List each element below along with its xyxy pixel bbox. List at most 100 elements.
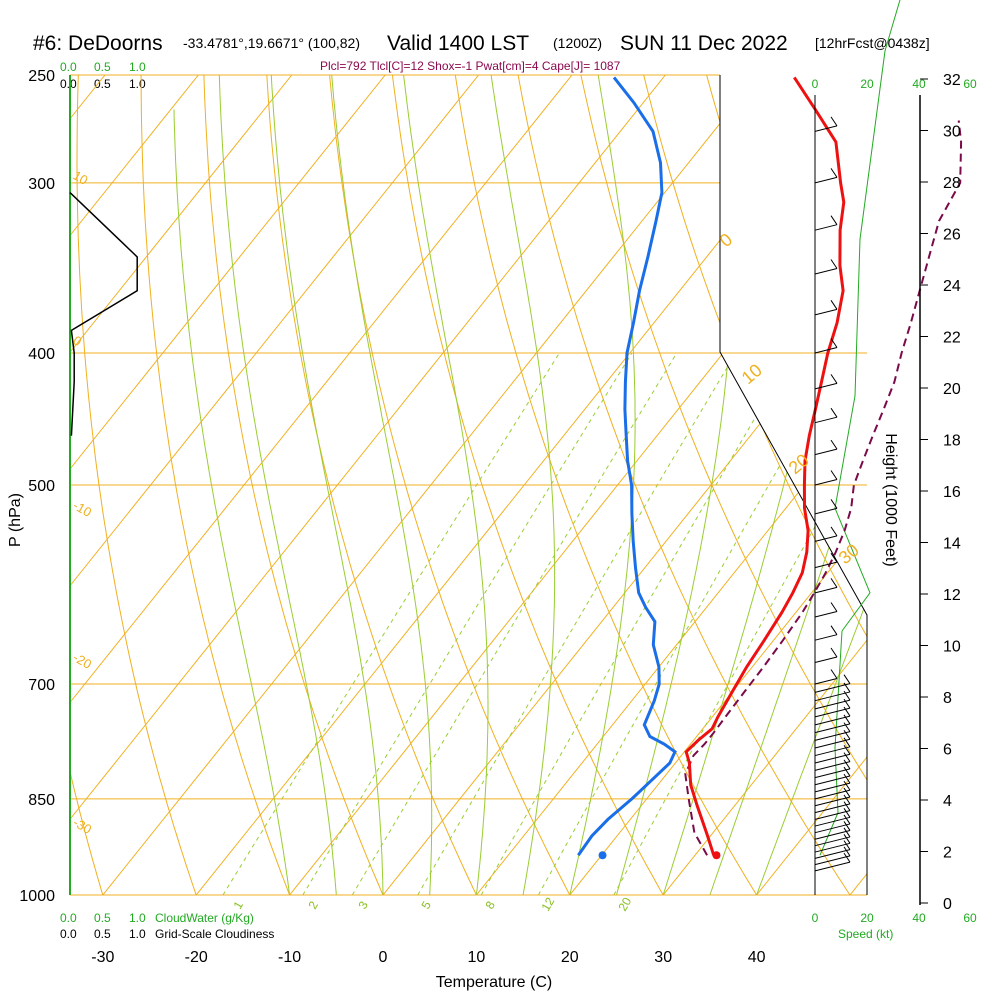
wind-barb-flag — [830, 669, 838, 679]
wind-barb-flag — [830, 552, 838, 563]
height-curve — [819, 0, 901, 856]
wind-barb-flag — [843, 730, 851, 740]
temperature-line — [684, 76, 846, 856]
speed-tick-label: 20 — [860, 911, 874, 925]
height-tick-label: 16 — [943, 484, 961, 501]
height-tick-label: 4 — [943, 793, 952, 810]
valid-time: Valid 1400 LST — [387, 32, 529, 55]
height-tick-label: 8 — [943, 690, 952, 707]
wind-barb-flag — [830, 578, 838, 588]
wind-barb — [814, 656, 838, 663]
speed-tick-label: 60 — [963, 911, 977, 925]
mixing-ratio-line — [480, 352, 794, 895]
isotherm-line — [70, 75, 386, 895]
height-tick-label: 18 — [943, 433, 961, 450]
wind-barb — [814, 715, 851, 726]
wind-barb-flag — [843, 787, 851, 798]
dry-adiabat — [391, 75, 664, 895]
wind-barb-flag — [830, 300, 838, 310]
cloudwater-bottom-0: 0.0 — [60, 911, 77, 925]
moist-adiabat — [403, 75, 489, 895]
cloudwater-tick-0: 0.0 — [60, 60, 77, 74]
wind-barb-flag — [843, 766, 851, 777]
wind-barb-flag — [843, 690, 851, 701]
dry-adiabat — [643, 75, 867, 895]
temperature-tick-label: 40 — [748, 949, 766, 966]
height-tick-label: 30 — [943, 124, 961, 141]
pressure-tick-label: 500 — [28, 478, 55, 495]
isotherm-label: 0 — [716, 229, 737, 251]
wind-barb-flag — [843, 840, 851, 850]
station-title: #6: DeDoorns — [33, 32, 163, 55]
mixing-ratio-line — [302, 352, 633, 895]
wind-barb-flag — [830, 439, 838, 450]
pressure-ticks: 250 300 400 500 700 850 1000 — [19, 68, 55, 905]
cloudiness-profile — [69, 192, 138, 436]
wind-barb-flag — [843, 759, 851, 770]
height-tick-label: 2 — [943, 845, 952, 862]
wind-barb-flag — [843, 714, 851, 725]
station-coords: -33.4781°,19.6671° (100,82) — [183, 35, 360, 51]
wind-barb — [814, 789, 851, 800]
height-tick-label: 24 — [943, 278, 961, 295]
dry-adiabat — [76, 75, 197, 895]
moist-adiabat — [173, 109, 291, 895]
dry-adiabat — [454, 75, 758, 895]
pressure-tick-label: 700 — [28, 677, 55, 694]
parcel-params: Plcl=792 Tlcl[C]=12 Shox=-1 Pwat[cm]=4 C… — [320, 59, 621, 73]
wind-barb-flag — [830, 215, 838, 225]
wind-barb — [814, 753, 851, 764]
cloudwater-tick-05: 0.5 — [94, 60, 111, 74]
speed-label: Speed (kt) — [838, 927, 893, 941]
wind-barb — [814, 634, 838, 641]
parcel-line — [684, 120, 963, 856]
cloudwater-bottom-05: 0.5 — [94, 911, 111, 925]
temperature-ticks: -30 -20 -10 0 10 20 30 40 — [91, 949, 765, 966]
isobar-lines — [70, 74, 867, 896]
dry-adiabat — [517, 75, 851, 895]
wind-barb — [814, 347, 838, 354]
wind-barb — [814, 691, 851, 702]
height-tick-label: 22 — [943, 330, 961, 347]
isotherm-label: -20 — [71, 650, 95, 672]
wind-barb — [814, 224, 838, 231]
height-tick-label: 14 — [943, 536, 961, 553]
wind-barb — [814, 731, 851, 741]
cloudwater-bottom-1: 1.0 — [129, 911, 146, 925]
isotherm-label: -10 — [71, 498, 95, 520]
wind-barb — [814, 268, 838, 275]
temperature-tick-label: -20 — [185, 949, 208, 966]
mixing-ratio-label: 3 — [355, 898, 371, 911]
wind-barb-flag — [843, 674, 851, 684]
wind-barb — [814, 768, 851, 779]
wind-barb — [814, 761, 851, 771]
cloudiness-bottom-1: 1.0 — [129, 927, 146, 941]
mixing-ratio-label: 1 — [230, 898, 246, 911]
wind-barb — [814, 586, 838, 594]
wind-barb-flag — [830, 259, 838, 269]
wind-barb — [814, 507, 838, 515]
cloudiness-tick-05: 0.5 — [94, 77, 111, 91]
wind-barb — [814, 611, 838, 618]
pressure-tick-label: 400 — [28, 346, 55, 363]
wind-barb — [814, 842, 851, 853]
height-tick-label: 6 — [943, 742, 952, 759]
moist-adiabat — [756, 75, 867, 895]
speed-tick-label: 40 — [912, 77, 926, 91]
dewpoint-line — [577, 76, 677, 857]
isotherm-line — [849, 75, 867, 895]
utc-time: (1200Z) — [553, 35, 602, 51]
wind-barb-flag — [830, 647, 838, 658]
wind-barb — [814, 810, 851, 820]
wind-barb — [814, 535, 838, 542]
wind-barb — [814, 723, 851, 734]
height-tick-label: 12 — [943, 587, 961, 604]
wind-barb — [814, 707, 851, 718]
pressure-tick-label: 1000 — [19, 888, 55, 905]
wind-barb — [814, 796, 851, 807]
isotherm-label: 10 — [738, 360, 766, 388]
speed-tick-label: 0 — [812, 77, 819, 91]
moist-adiabat — [218, 75, 337, 895]
